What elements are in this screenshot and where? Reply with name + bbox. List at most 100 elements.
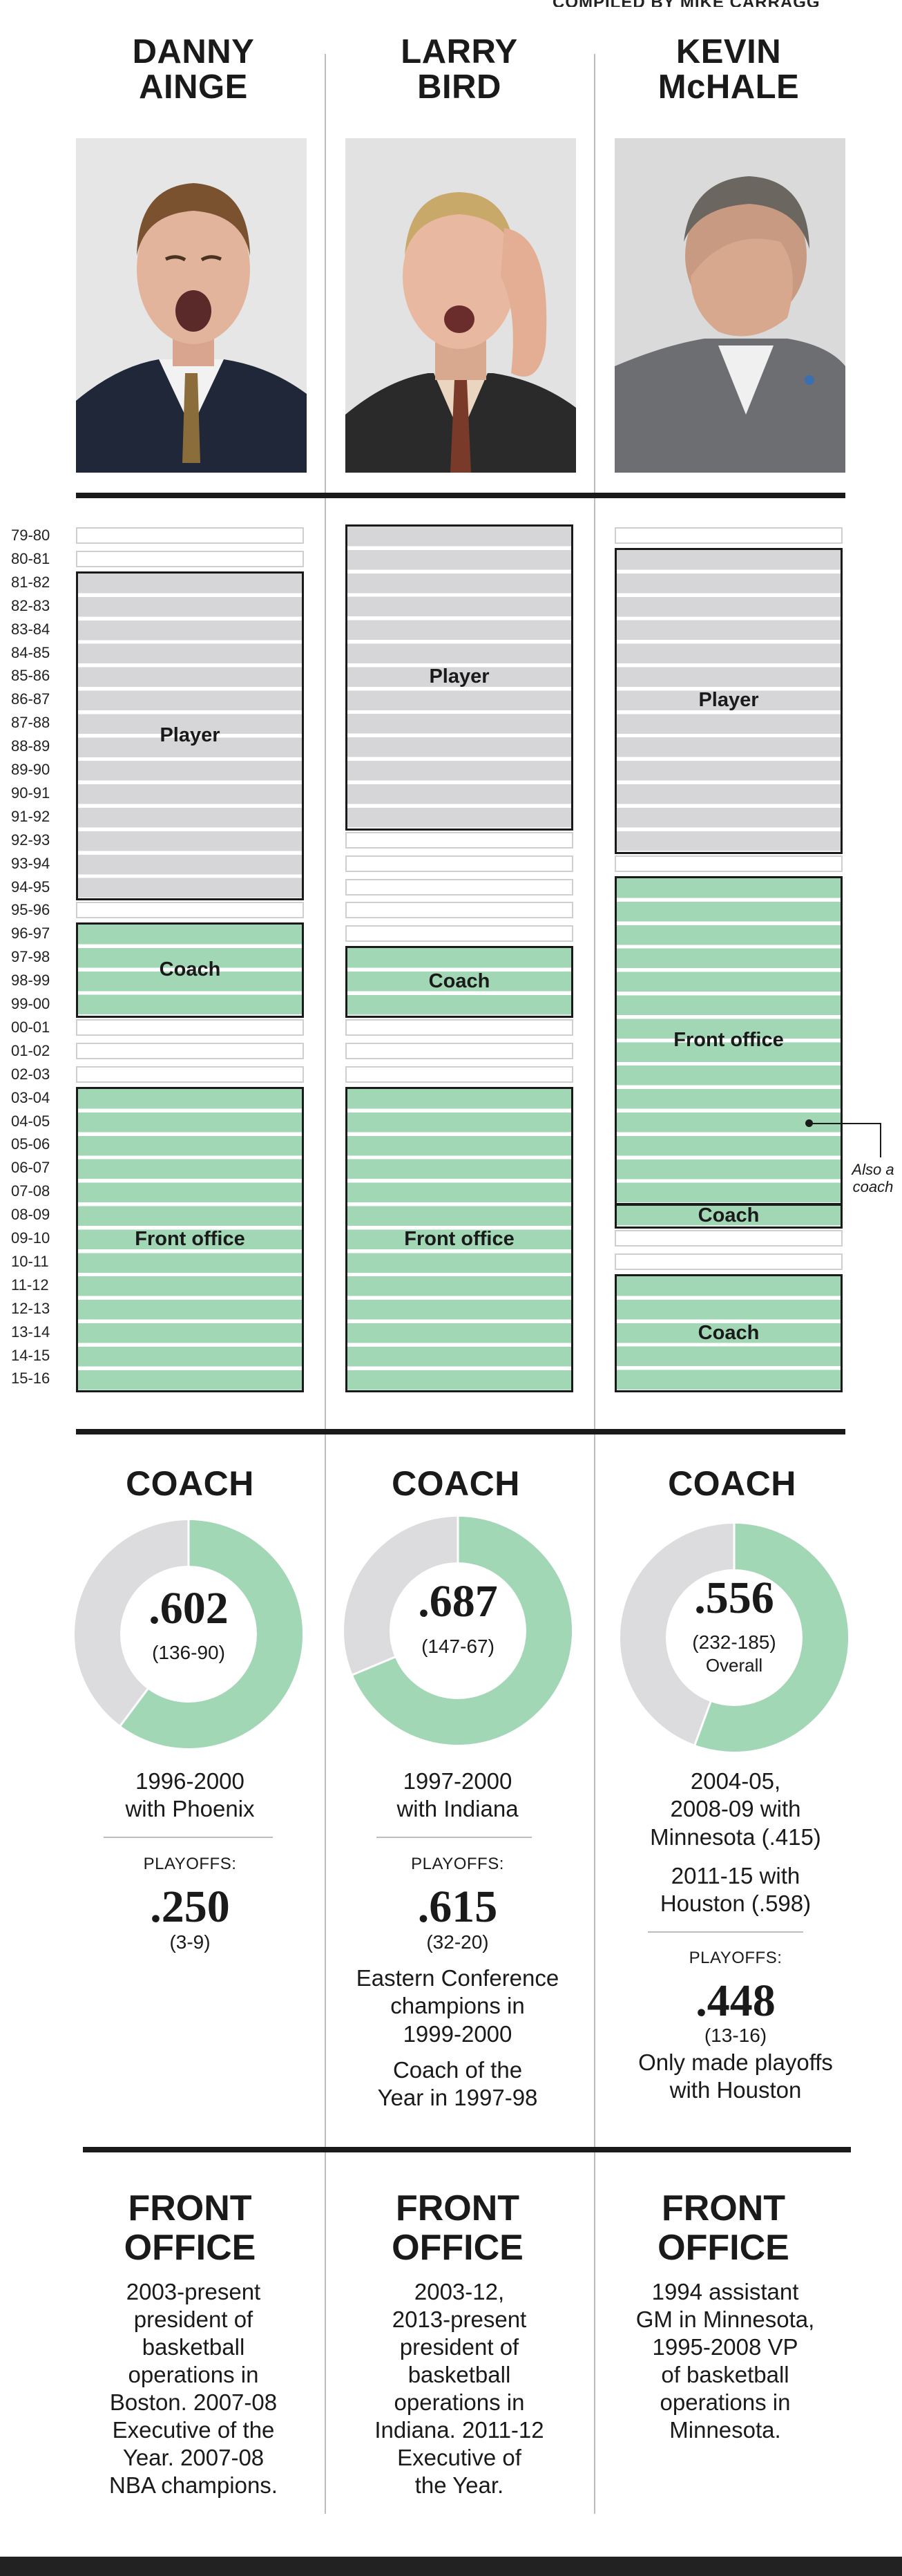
empty-season-bar — [76, 1042, 304, 1059]
career-block-label: Coach — [159, 958, 221, 981]
career-block-player: Player — [615, 547, 843, 854]
front-office-text-ainge: 2003-present president of basketball ope… — [76, 2278, 311, 2499]
name-line: KEVIN — [675, 33, 782, 70]
text-line: president of — [133, 2307, 253, 2332]
career-block-label: Front office — [673, 1028, 784, 1051]
season-label: 91-92 — [11, 807, 50, 825]
text-line: FRONT — [395, 2188, 520, 2228]
text-line: 2011-15 with — [671, 1863, 800, 1888]
text-line: FRONT — [128, 2188, 252, 2228]
empty-season-bar — [76, 527, 304, 544]
coach-years-ainge: 1996-2000 with Phoenix — [76, 1768, 304, 1824]
empty-season-bar — [615, 855, 843, 872]
career-block-label: Player — [698, 689, 759, 712]
win-pct-donut-mchale: .556 (232-185) Overall — [620, 1523, 848, 1752]
career-block-green: Coach — [76, 922, 304, 1018]
win-pct: .556 — [694, 1573, 774, 1623]
playoffs-pct: .448 — [695, 1976, 776, 2026]
season-label: 80-81 — [11, 549, 50, 567]
season-label: 83-84 — [11, 620, 50, 638]
career-block-green: Front office — [615, 875, 843, 1206]
text-line: Coach of the — [392, 2057, 523, 2083]
bird-coach-note-coy: Coach of the Year in 1997-98 — [342, 2056, 573, 2112]
text-line: OFFICE — [392, 2228, 524, 2269]
win-pct: .602 — [148, 1583, 229, 1633]
coach-years2-mchale: 2011-15 with Houston (.598) — [608, 1862, 863, 1918]
arc-separator — [119, 1687, 149, 1727]
season-label: 95-96 — [11, 901, 50, 919]
text-line: 1999-2000 — [403, 2020, 512, 2047]
season-label: 81-82 — [11, 573, 50, 591]
empty-season-bar — [345, 855, 573, 872]
divider — [376, 1837, 532, 1838]
playoffs-pct: .615 — [417, 1882, 498, 1932]
career-block-player: Player — [345, 524, 573, 831]
empty-season-bar — [76, 1019, 304, 1036]
career-block-label: Front office — [404, 1227, 515, 1250]
column-divider — [594, 54, 595, 2514]
playoffs-record: (13-16) — [704, 2025, 767, 2046]
empty-season-bar — [615, 1253, 843, 1270]
text-line: Boston. 2007-08 — [109, 2389, 278, 2415]
photo-bird — [345, 138, 576, 473]
win-loss-record: (136-90) — [152, 1642, 225, 1663]
arc-separator — [352, 1656, 396, 1676]
text-line: 1996-2000 — [135, 1768, 244, 1794]
empty-season-bar — [76, 902, 304, 919]
text-line: with Indiana — [396, 1796, 519, 1822]
season-label: 07-08 — [11, 1182, 50, 1200]
empty-season-bar — [345, 1066, 573, 1083]
season-label: 11-12 — [11, 1276, 49, 1294]
text-line: 1997-2000 — [403, 1768, 512, 1794]
text-line: Indiana. 2011-12 — [374, 2417, 544, 2443]
text-line: Houston (.598) — [660, 1891, 812, 1917]
note-line: Also a — [852, 1161, 894, 1178]
season-label: 79-80 — [11, 527, 50, 544]
season-label: 99-00 — [11, 995, 50, 1012]
season-label: 98-99 — [11, 972, 50, 989]
text-line: 2004-05, — [690, 1768, 781, 1794]
credit-text: COMPILED BY MIKE CARRAGG — [553, 0, 821, 7]
text-line: Only made playoffs — [638, 2049, 833, 2075]
season-label: 08-09 — [11, 1206, 50, 1224]
credit-line: COMPILED BY MIKE CARRAGG — [539, 0, 902, 7]
playoffs-label: PLAYOFFS: — [143, 1855, 237, 1873]
photo-ainge — [76, 138, 307, 473]
career-block-green: Coach — [345, 946, 573, 1018]
text-line: with Houston — [669, 2077, 802, 2103]
front-office-heading-mchale: FRONT OFFICE — [608, 2188, 839, 2268]
season-label: 05-06 — [11, 1135, 50, 1153]
text-line: basketball — [407, 2362, 511, 2387]
note-line: coach — [852, 1178, 894, 1196]
name-line: DANNY — [132, 33, 255, 70]
win-loss-record: (147-67) — [421, 1636, 495, 1657]
career-block-green: Coach — [615, 1273, 843, 1393]
season-label: 04-05 — [11, 1112, 50, 1130]
career-block-green: Coach — [615, 1204, 843, 1229]
season-label: 84-85 — [11, 643, 50, 661]
text-line: FRONT — [661, 2188, 786, 2228]
photo-mchale — [615, 138, 845, 473]
season-label: 10-11 — [11, 1252, 49, 1270]
career-block-green: Front office — [76, 1086, 304, 1393]
section-rule — [76, 1429, 845, 1434]
note-dot — [805, 1119, 813, 1127]
season-label: 89-90 — [11, 761, 50, 778]
text-line: operations in — [394, 2389, 525, 2415]
season-label: 00-01 — [11, 1018, 50, 1036]
season-label: 85-86 — [11, 667, 50, 685]
empty-season-bar — [345, 878, 573, 896]
season-label: 96-97 — [11, 925, 50, 943]
playoffs-record: (3-9) — [169, 1931, 211, 1953]
text-line: Year in 1997-98 — [377, 2085, 538, 2111]
text-line: GM in Minnesota, — [635, 2307, 815, 2332]
text-line: 1995-2008 VP — [652, 2334, 798, 2360]
text-line: Minnesota. — [669, 2417, 781, 2443]
text-line: operations in — [128, 2362, 259, 2387]
coach-years-bird: 1997-2000 with Indiana — [342, 1768, 573, 1824]
season-label: 94-95 — [11, 878, 50, 896]
empty-season-bar — [345, 925, 573, 943]
bird-coach-note-conference: Eastern Conference champions in 1999-200… — [342, 1964, 573, 2048]
season-label: 09-10 — [11, 1229, 50, 1247]
season-label: 06-07 — [11, 1159, 50, 1177]
